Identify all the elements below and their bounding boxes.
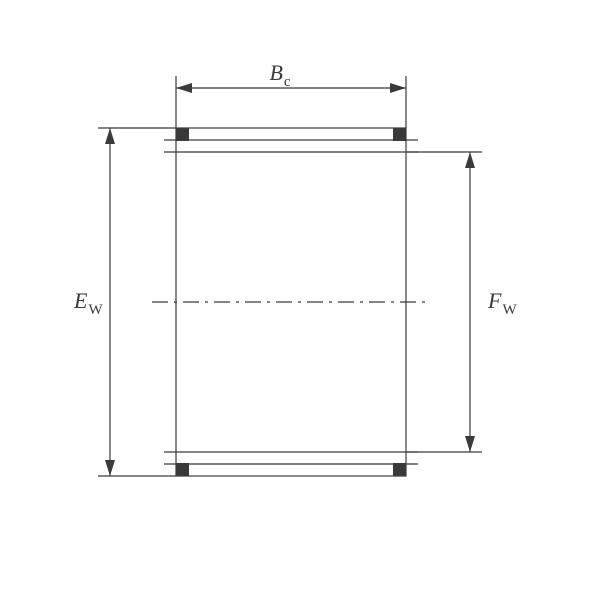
dim-outer-height-label: EW — [73, 288, 103, 318]
dim-inner-height-label: FW — [487, 288, 517, 318]
dim-width-label: Bc — [269, 60, 290, 90]
engineering-drawing: Bc EW FW — [0, 0, 600, 600]
